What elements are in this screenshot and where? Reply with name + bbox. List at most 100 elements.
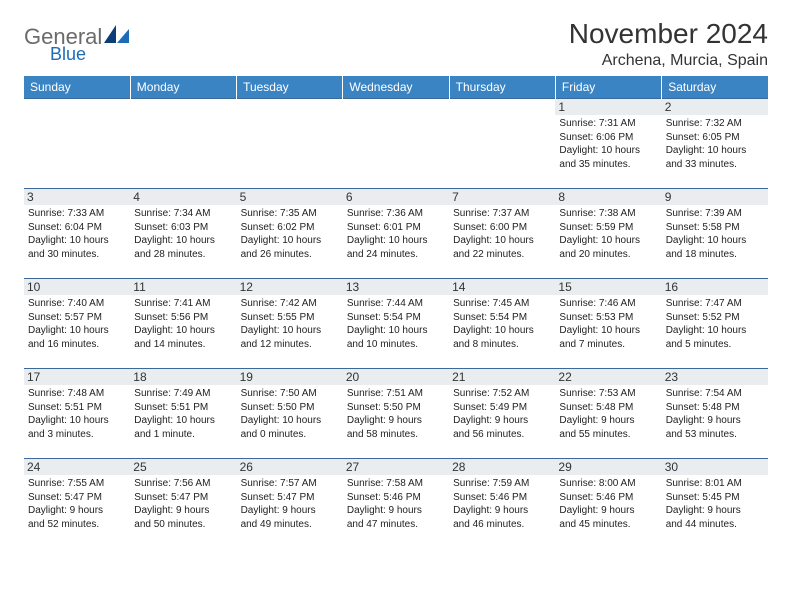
sunset-line: Sunset: 5:50 PM bbox=[241, 401, 339, 415]
calendar-cell: 21Sunrise: 7:52 AMSunset: 5:49 PMDayligh… bbox=[449, 369, 555, 459]
sail-icon bbox=[104, 25, 130, 50]
day-number: 27 bbox=[343, 459, 449, 475]
day-number: 13 bbox=[343, 279, 449, 295]
sunset-line: Sunset: 5:46 PM bbox=[453, 491, 551, 505]
calendar-cell: 1Sunrise: 7:31 AMSunset: 6:06 PMDaylight… bbox=[555, 99, 661, 189]
location: Archena, Murcia, Spain bbox=[569, 52, 768, 70]
daylight-line-2: and 44 minutes. bbox=[666, 518, 764, 532]
day-details: Sunrise: 7:37 AMSunset: 6:00 PMDaylight:… bbox=[453, 207, 551, 261]
calendar-cell: 30Sunrise: 8:01 AMSunset: 5:45 PMDayligh… bbox=[662, 459, 768, 549]
sunset-line: Sunset: 6:04 PM bbox=[28, 221, 126, 235]
day-details: Sunrise: 7:32 AMSunset: 6:05 PMDaylight:… bbox=[666, 117, 764, 171]
logo: General Blue bbox=[24, 18, 130, 65]
daylight-line-1: Daylight: 10 hours bbox=[666, 144, 764, 158]
daylight-line-2: and 1 minute. bbox=[134, 428, 232, 442]
daylight-line-1: Daylight: 10 hours bbox=[347, 324, 445, 338]
calendar-cell: 25Sunrise: 7:56 AMSunset: 5:47 PMDayligh… bbox=[130, 459, 236, 549]
daylight-line-2: and 3 minutes. bbox=[28, 428, 126, 442]
daylight-line-2: and 46 minutes. bbox=[453, 518, 551, 532]
day-number: 23 bbox=[662, 369, 768, 385]
sunset-line: Sunset: 5:59 PM bbox=[559, 221, 657, 235]
calendar-row: 24Sunrise: 7:55 AMSunset: 5:47 PMDayligh… bbox=[24, 459, 768, 549]
sunrise-line: Sunrise: 7:53 AM bbox=[559, 387, 657, 401]
sunset-line: Sunset: 5:58 PM bbox=[666, 221, 764, 235]
sunrise-line: Sunrise: 7:56 AM bbox=[134, 477, 232, 491]
sunrise-line: Sunrise: 7:32 AM bbox=[666, 117, 764, 131]
daylight-line-1: Daylight: 10 hours bbox=[666, 324, 764, 338]
sunset-line: Sunset: 5:48 PM bbox=[559, 401, 657, 415]
calendar-row: 1Sunrise: 7:31 AMSunset: 6:06 PMDaylight… bbox=[24, 99, 768, 189]
day-number: 22 bbox=[555, 369, 661, 385]
calendar-cell: 13 Sunrise: 7:44 AMSunset: 5:54 PMDayligh… bbox=[343, 279, 449, 369]
day-details: Sunrise: 7:42 AMSunset: 5:55 PMDaylight:… bbox=[241, 297, 339, 351]
calendar-cell: 10Sunrise: 7:40 AMSunset: 5:57 PMDayligh… bbox=[24, 279, 130, 369]
sunrise-line: Sunrise: 7:49 AM bbox=[134, 387, 232, 401]
sunset-line: Sunset: 6:03 PM bbox=[134, 221, 232, 235]
calendar-cell: 28Sunrise: 7:59 AMSunset: 5:46 PMDayligh… bbox=[449, 459, 555, 549]
sunset-line: Sunset: 5:47 PM bbox=[241, 491, 339, 505]
calendar-row: 10Sunrise: 7:40 AMSunset: 5:57 PMDayligh… bbox=[24, 279, 768, 369]
calendar-cell: 17Sunrise: 7:48 AMSunset: 5:51 PMDayligh… bbox=[24, 369, 130, 459]
sunset-line: Sunset: 5:54 PM bbox=[453, 311, 551, 325]
daylight-line-2: and 8 minutes. bbox=[453, 338, 551, 352]
daylight-line-1: Daylight: 10 hours bbox=[559, 324, 657, 338]
day-details: Sunrise: 7:54 AMSunset: 5:48 PMDaylight:… bbox=[666, 387, 764, 441]
day-details: Sunrise: 7:44 AMSunset: 5:54 PMDaylight:… bbox=[347, 297, 445, 351]
sunset-line: Sunset: 5:53 PM bbox=[559, 311, 657, 325]
sunset-line: Sunset: 5:47 PM bbox=[28, 491, 126, 505]
day-details: Sunrise: 7:56 AMSunset: 5:47 PMDaylight:… bbox=[134, 477, 232, 531]
calendar-cell bbox=[449, 99, 555, 189]
day-number: 3 bbox=[24, 189, 130, 205]
calendar-cell: 8Sunrise: 7:38 AMSunset: 5:59 PMDaylight… bbox=[555, 189, 661, 279]
daylight-line-2: and 18 minutes. bbox=[666, 248, 764, 262]
daylight-line-2: and 22 minutes. bbox=[453, 248, 551, 262]
daylight-line-1: Daylight: 9 hours bbox=[453, 414, 551, 428]
day-details: Sunrise: 7:57 AMSunset: 5:47 PMDaylight:… bbox=[241, 477, 339, 531]
day-details: Sunrise: 7:40 AMSunset: 5:57 PMDaylight:… bbox=[28, 297, 126, 351]
day-details: Sunrise: 7:55 AMSunset: 5:47 PMDaylight:… bbox=[28, 477, 126, 531]
daylight-line-2: and 56 minutes. bbox=[453, 428, 551, 442]
day-details: Sunrise: 7:36 AMSunset: 6:01 PMDaylight:… bbox=[347, 207, 445, 261]
day-details: Sunrise: 7:41 AMSunset: 5:56 PMDaylight:… bbox=[134, 297, 232, 351]
calendar-cell bbox=[24, 99, 130, 189]
day-details: Sunrise: 7:48 AMSunset: 5:51 PMDaylight:… bbox=[28, 387, 126, 441]
calendar-cell bbox=[130, 99, 236, 189]
day-details: Sunrise: 7:35 AMSunset: 6:02 PMDaylight:… bbox=[241, 207, 339, 261]
sunset-line: Sunset: 6:02 PM bbox=[241, 221, 339, 235]
day-details: Sunrise: 7:51 AMSunset: 5:50 PMDaylight:… bbox=[347, 387, 445, 441]
day-details: Sunrise: 7:47 AMSunset: 5:52 PMDaylight:… bbox=[666, 297, 764, 351]
sunrise-line: Sunrise: 7:54 AM bbox=[666, 387, 764, 401]
sunrise-line: Sunrise: 7:52 AM bbox=[453, 387, 551, 401]
daylight-line-2: and 5 minutes. bbox=[666, 338, 764, 352]
day-number: 28 bbox=[449, 459, 555, 475]
daylight-line-2: and 45 minutes. bbox=[559, 518, 657, 532]
calendar-cell: 4Sunrise: 7:34 AMSunset: 6:03 PMDaylight… bbox=[130, 189, 236, 279]
daylight-line-1: Daylight: 10 hours bbox=[241, 234, 339, 248]
day-header: Thursday bbox=[449, 76, 555, 99]
header: General Blue November 2024 Archena, Murc… bbox=[24, 18, 768, 70]
day-number: 19 bbox=[237, 369, 343, 385]
calendar-cell: 27Sunrise: 7:58 AMSunset: 5:46 PMDayligh… bbox=[343, 459, 449, 549]
daylight-line-1: Daylight: 9 hours bbox=[666, 504, 764, 518]
calendar-cell bbox=[343, 99, 449, 189]
daylight-line-2: and 47 minutes. bbox=[347, 518, 445, 532]
daylight-line-1: Daylight: 10 hours bbox=[666, 234, 764, 248]
sunset-line: Sunset: 5:47 PM bbox=[134, 491, 232, 505]
daylight-line-2: and 0 minutes. bbox=[241, 428, 339, 442]
sunrise-line: Sunrise: 7:58 AM bbox=[347, 477, 445, 491]
day-number: 8 bbox=[555, 189, 661, 205]
day-header: Monday bbox=[130, 76, 236, 99]
daylight-line-2: and 30 minutes. bbox=[28, 248, 126, 262]
daylight-line-1: Daylight: 9 hours bbox=[666, 414, 764, 428]
daylight-line-2: and 16 minutes. bbox=[28, 338, 126, 352]
daylight-line-1: Daylight: 10 hours bbox=[559, 144, 657, 158]
calendar-cell: 20Sunrise: 7:51 AMSunset: 5:50 PMDayligh… bbox=[343, 369, 449, 459]
sunrise-line: Sunrise: 7:39 AM bbox=[666, 207, 764, 221]
calendar-cell: 12Sunrise: 7:42 AMSunset: 5:55 PMDayligh… bbox=[237, 279, 343, 369]
daylight-line-1: Daylight: 9 hours bbox=[241, 504, 339, 518]
sunset-line: Sunset: 5:51 PM bbox=[28, 401, 126, 415]
sunrise-line: Sunrise: 7:40 AM bbox=[28, 297, 126, 311]
day-details: Sunrise: 7:50 AMSunset: 5:50 PMDaylight:… bbox=[241, 387, 339, 441]
day-number: 5 bbox=[237, 189, 343, 205]
sunset-line: Sunset: 5:52 PM bbox=[666, 311, 764, 325]
